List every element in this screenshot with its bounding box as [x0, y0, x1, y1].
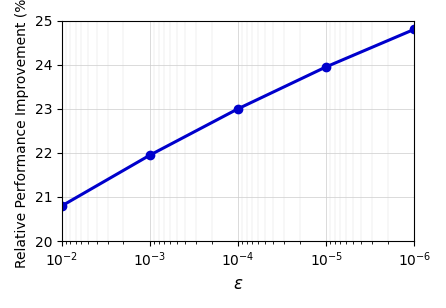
X-axis label: $\epsilon$: $\epsilon$ [233, 275, 244, 293]
Y-axis label: Relative Performance Improvement (%): Relative Performance Improvement (%) [15, 0, 29, 268]
